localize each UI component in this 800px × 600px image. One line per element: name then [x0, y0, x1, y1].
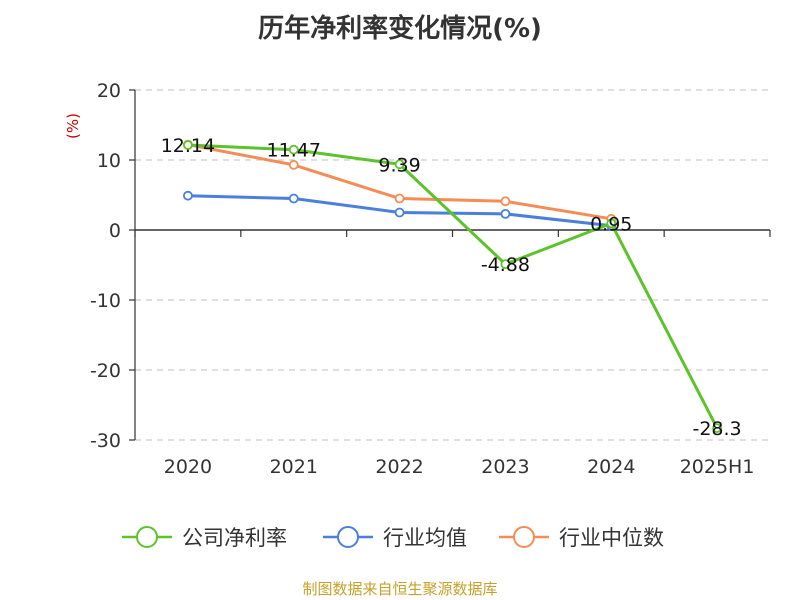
legend-item[interactable]: 公司净利率: [122, 526, 287, 550]
series-line: [187, 143, 719, 429]
y-tick-label: 20: [97, 80, 121, 102]
data-point: [606, 218, 617, 229]
data-label: -28.3: [692, 418, 741, 440]
x-tick-label: 2023: [481, 456, 529, 478]
x-tick-label: 2022: [375, 456, 423, 478]
x-tick-label: 2024: [587, 456, 635, 478]
chart-legend: 公司净利率 行业均值 行业中位数: [122, 526, 664, 550]
data-point: [712, 423, 722, 434]
legend-label: 公司净利率: [182, 526, 287, 550]
x-tick-label: 2020: [164, 456, 212, 478]
legend-marker-icon: [136, 526, 158, 548]
legend-item[interactable]: 行业中位数: [499, 526, 664, 550]
y-tick-label: -10: [90, 290, 121, 312]
data-point: [500, 259, 511, 270]
legend-marker-icon: [513, 526, 535, 548]
y-tick-label: -20: [90, 360, 121, 382]
y-tick-label: 0: [109, 220, 121, 242]
data-point: [183, 190, 193, 201]
data-point: [394, 193, 405, 204]
data-label: 12.14: [161, 135, 215, 157]
data-label: -4.88: [481, 254, 530, 276]
y-axis-label: (%): [64, 113, 82, 139]
data-label: 9.39: [378, 154, 420, 176]
legend-marker-icon: [337, 526, 359, 548]
data-point: [288, 159, 299, 170]
data-point: [394, 159, 405, 170]
legend-label: 行业均值: [383, 526, 467, 550]
data-source-note: 制图数据来自恒生聚源数据库: [302, 580, 498, 598]
x-tick-label: 2025H1: [680, 456, 755, 478]
data-point: [500, 196, 511, 207]
y-tick-label: -30: [90, 430, 121, 452]
data-point: [394, 207, 405, 218]
data-label: 0.95: [590, 213, 632, 235]
legend-item[interactable]: 行业均值: [323, 526, 467, 550]
x-tick-label: 2021: [270, 456, 318, 478]
legend-label: 行业中位数: [559, 526, 664, 550]
data-label: 11.47: [267, 140, 321, 162]
y-tick-label: 10: [97, 150, 121, 172]
chart-title: 历年净利率变化情况(%): [258, 14, 542, 44]
data-point: [288, 193, 299, 204]
data-point: [183, 140, 193, 150]
data-point: [500, 208, 511, 219]
data-point: [288, 144, 299, 155]
